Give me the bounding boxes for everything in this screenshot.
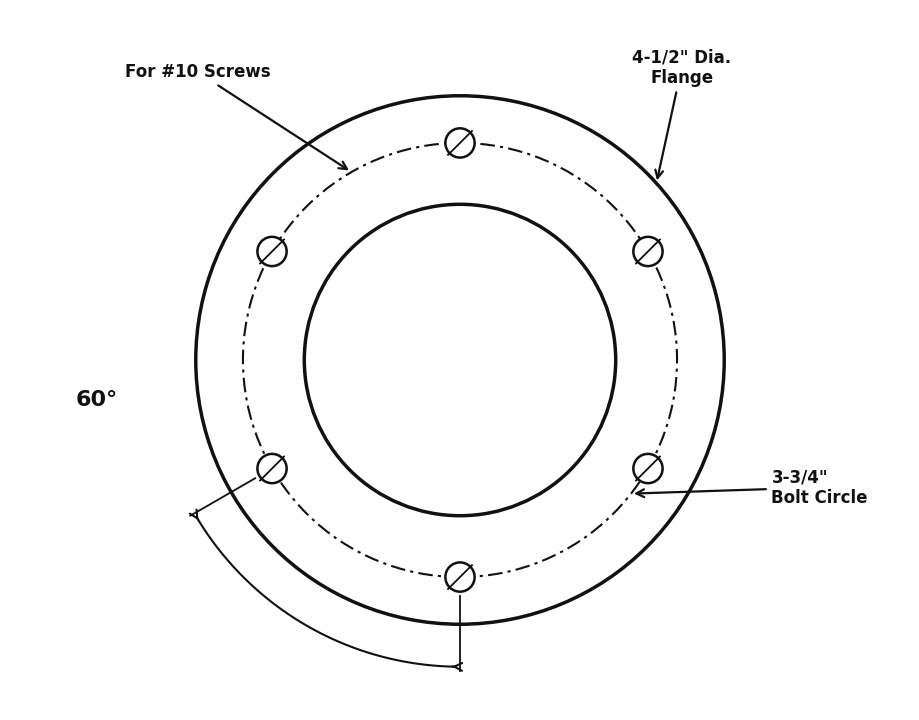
Text: 60°: 60° xyxy=(75,390,118,410)
Text: 3-3/4"
Bolt Circle: 3-3/4" Bolt Circle xyxy=(636,468,867,507)
Circle shape xyxy=(257,454,287,483)
Circle shape xyxy=(257,237,287,266)
Circle shape xyxy=(445,562,474,592)
Circle shape xyxy=(445,128,474,158)
Circle shape xyxy=(632,454,662,483)
Text: For #10 Screws: For #10 Screws xyxy=(125,63,346,169)
Text: 4-1/2" Dia.
Flange: 4-1/2" Dia. Flange xyxy=(631,48,731,178)
Circle shape xyxy=(632,237,662,266)
